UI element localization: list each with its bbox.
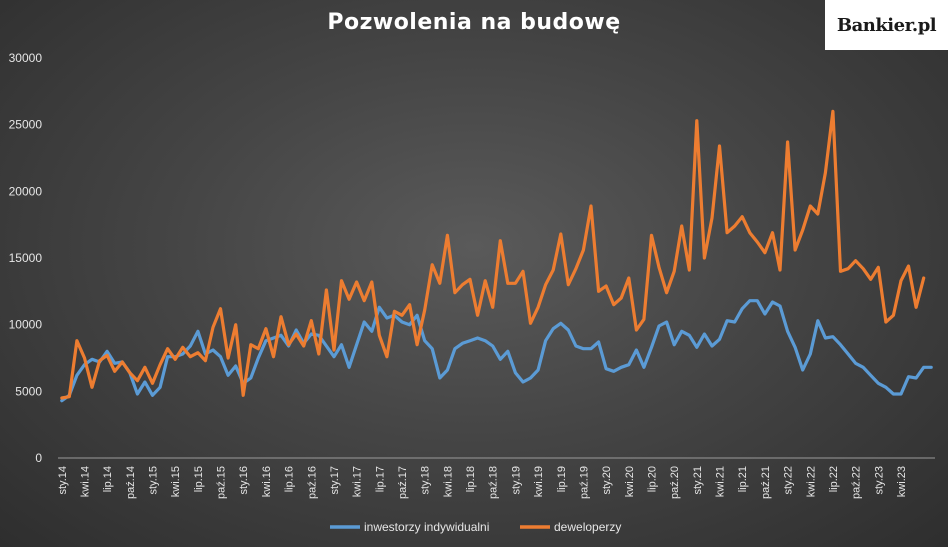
legend-label-2: deweloperzy [554,520,621,534]
chart-title: Pozwolenia na budowę [327,10,621,35]
x-tick-label: paź.16 [306,466,318,499]
x-tick-label: sty.16 [238,466,250,495]
x-tick-label: lip.16 [284,466,296,492]
x-tick-label: lip.18 [465,466,477,492]
x-tick-label: sty.19 [510,466,522,495]
x-tick-label: paź.14 [125,466,137,499]
x-tick-label: lip.22 [828,466,840,492]
y-tick-label: 10000 [9,318,43,332]
x-tick-label: kwi.17 [352,466,364,497]
x-tick-label: sty.22 [783,466,795,495]
legend: inwestorzy indywidualni deweloperzy [330,520,621,534]
x-tick-label: paź.17 [397,466,409,499]
x-tick-label: sty.18 [420,466,432,495]
y-tick-label: 15000 [9,251,43,265]
x-tick-label: paź.22 [851,466,863,499]
x-tick-label: kwi.20 [624,466,636,497]
x-axis-tick-labels: sty.14 kwi.14 lip.14 paź.14 sty.15 kwi.15 lip.… [57,466,908,499]
series-line-2 [60,109,926,400]
x-tick-label: lip.17 [374,466,386,492]
y-tick-label: 25000 [9,118,43,132]
x-tick-label: lip.21 [737,466,749,492]
x-tick-label: kwi.22 [805,466,817,497]
x-tick-label: kwi.23 [896,466,908,497]
bankier-logo: Bankier.pl [825,0,948,50]
x-tick-label: kwi.16 [261,466,273,497]
x-tick-label: lip.20 [646,466,658,492]
x-tick-label: paź.18 [488,466,500,499]
x-tick-label: kwi.15 [170,466,182,497]
x-tick-label: kwi.21 [715,466,727,497]
x-tick-label: sty.14 [57,466,69,495]
series-line-1 [60,299,933,403]
x-tick-label: paź.20 [669,466,681,499]
x-tick-label: sty.21 [692,466,704,495]
x-tick-label: sty.17 [329,466,341,495]
x-tick-label: sty.23 [873,466,885,495]
x-tick-label: sty.15 [148,466,160,495]
y-axis-tick-labels: 0 5000 10000 15000 20000 25000 30000 [9,51,43,465]
x-tick-label: paź.21 [760,466,772,499]
x-tick-label: lip.15 [193,466,205,492]
y-tick-label: 30000 [9,51,43,65]
x-tick-label: lip.14 [102,466,114,492]
x-tick-label: paź.15 [216,466,228,499]
series-lines [60,109,933,403]
y-tick-label: 0 [35,451,42,465]
y-tick-label: 5000 [15,384,42,398]
x-tick-label: kwi.18 [442,466,454,497]
x-tick-label: lip.19 [556,466,568,492]
x-tick-label: sty.20 [601,466,613,495]
x-tick-label: kwi.14 [79,466,91,497]
x-tick-label: paź.19 [578,466,590,499]
legend-label-1: inwestorzy indywidualni [364,520,489,534]
y-tick-label: 20000 [9,184,43,198]
x-tick-label: kwi.19 [533,466,545,497]
